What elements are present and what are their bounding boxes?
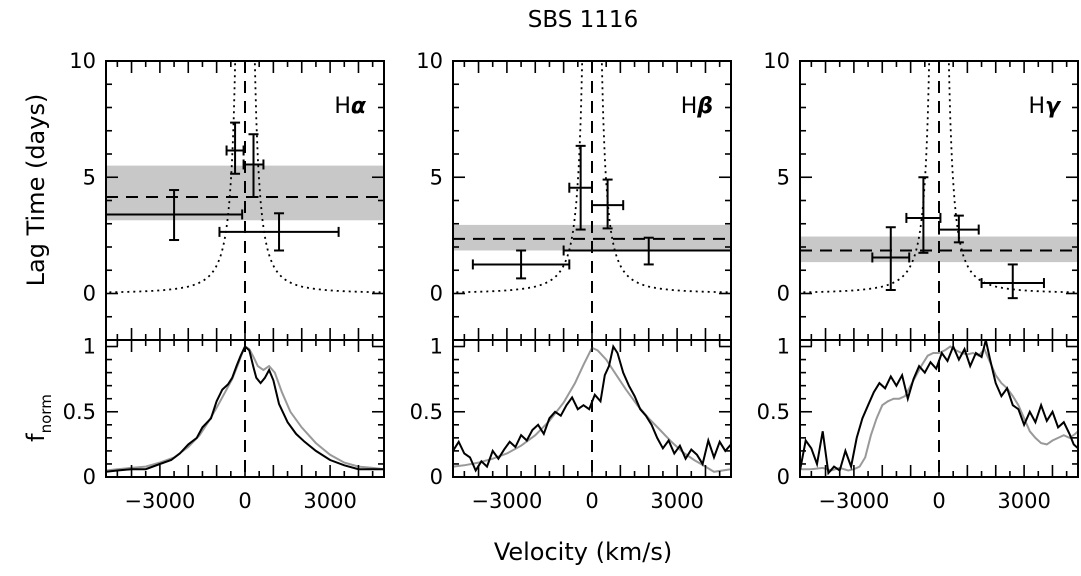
lag-point-3 bbox=[938, 214, 980, 244]
lag-y-tick-label: 0 bbox=[430, 282, 443, 306]
lag-point-4 bbox=[980, 263, 1045, 300]
flux-y-tick-label: 0.5 bbox=[410, 400, 443, 424]
emission-line-label: Hβ bbox=[681, 94, 713, 119]
lag-y-tick-label: 5 bbox=[83, 165, 96, 189]
x-tick-label: 3000 bbox=[303, 489, 356, 513]
virial-envelope-left bbox=[106, 61, 237, 294]
x-tick-label: −3000 bbox=[818, 489, 889, 513]
lag-axis-label: Lag Time (days) bbox=[22, 94, 50, 287]
line-label-greek: γ bbox=[1045, 94, 1062, 119]
panel-1: 0 5 10 0 0.5 1 −3000 0 3000 Hα bbox=[63, 49, 385, 513]
lag-plot-area bbox=[453, 61, 731, 340]
lag-point-2 bbox=[905, 176, 942, 254]
virial-envelope-left bbox=[800, 61, 931, 294]
flux-y-tick-label: 1 bbox=[777, 335, 790, 359]
flux-y-tick-label: 1 bbox=[430, 335, 443, 359]
flux-axis-label-sub: norm bbox=[37, 394, 55, 433]
lag-point-1 bbox=[106, 189, 244, 242]
line-label-greek: α bbox=[351, 94, 367, 119]
flux-plot-area bbox=[800, 340, 1078, 477]
flux-y-tick-label: 1 bbox=[83, 335, 96, 359]
tick-marks bbox=[453, 60, 731, 478]
virial-envelope-right bbox=[253, 61, 384, 294]
lag-point-4 bbox=[562, 236, 731, 266]
lag-point-1 bbox=[871, 226, 911, 292]
rms-spectrum bbox=[800, 345, 1078, 472]
x-tick-label: 0 bbox=[932, 489, 945, 513]
virial-envelope-left bbox=[453, 61, 584, 294]
lag-plot-area bbox=[800, 61, 1078, 340]
line-label-letter: H bbox=[334, 94, 351, 119]
lag-y-tick-label: 5 bbox=[430, 165, 443, 189]
x-axis-label: Velocity (km/s) bbox=[494, 538, 672, 566]
lag-point-4 bbox=[218, 212, 340, 252]
mean-spectrum bbox=[453, 343, 731, 473]
x-tick-label: 0 bbox=[585, 489, 598, 513]
lag-y-tick-label: 0 bbox=[777, 282, 790, 306]
flux-y-tick-label: 0.5 bbox=[757, 400, 790, 424]
lag-y-tick-label: 5 bbox=[777, 165, 790, 189]
lag-y-tick-label: 10 bbox=[69, 49, 96, 73]
virial-envelope-right bbox=[600, 61, 731, 294]
lag-point-1 bbox=[471, 249, 571, 280]
x-tick-label: 0 bbox=[238, 489, 251, 513]
lag-y-tick-label: 10 bbox=[763, 49, 790, 73]
tick-marks bbox=[106, 60, 384, 478]
virial-envelope-right bbox=[947, 61, 1078, 294]
lag-point-3 bbox=[242, 133, 265, 199]
emission-line-label: Hγ bbox=[1028, 94, 1062, 119]
figure-title: SBS 1116 bbox=[528, 7, 638, 33]
line-label-letter: H bbox=[681, 94, 698, 119]
flux-plot-area bbox=[106, 340, 384, 477]
rms-spectrum bbox=[453, 346, 731, 473]
flux-axis-label-main: f bbox=[22, 433, 50, 442]
x-tick-label: 3000 bbox=[650, 489, 703, 513]
mean-spectrum bbox=[800, 340, 1078, 476]
line-label-greek: β bbox=[696, 94, 713, 119]
line-label-letter: H bbox=[1028, 94, 1045, 119]
panel-3: 0 5 10 0 0.5 1 −3000 0 3000 Hγ bbox=[757, 49, 1079, 513]
flux-axis-label: fnorm bbox=[22, 394, 55, 442]
lag-y-tick-label: 10 bbox=[416, 49, 443, 73]
flux-y-tick-label: 0 bbox=[430, 465, 443, 489]
flux-y-tick-label: 0 bbox=[83, 465, 96, 489]
lag-point-2 bbox=[568, 144, 593, 231]
flux-y-tick-label: 0 bbox=[777, 465, 790, 489]
x-tick-label: −3000 bbox=[124, 489, 195, 513]
flux-y-tick-label: 0.5 bbox=[63, 400, 96, 424]
emission-line-label: Hα bbox=[334, 94, 367, 119]
tick-marks bbox=[800, 60, 1078, 478]
lag-plot-area bbox=[106, 61, 384, 340]
lag-y-tick-label: 0 bbox=[83, 282, 96, 306]
flux-plot-area bbox=[453, 340, 731, 477]
panel-2: 0 5 10 0 0.5 1 −3000 0 3000 Hβ bbox=[410, 49, 732, 513]
lag-point-3 bbox=[591, 178, 625, 230]
x-tick-label: 3000 bbox=[997, 489, 1050, 513]
x-tick-label: −3000 bbox=[471, 489, 542, 513]
lag-point-2 bbox=[225, 121, 245, 175]
